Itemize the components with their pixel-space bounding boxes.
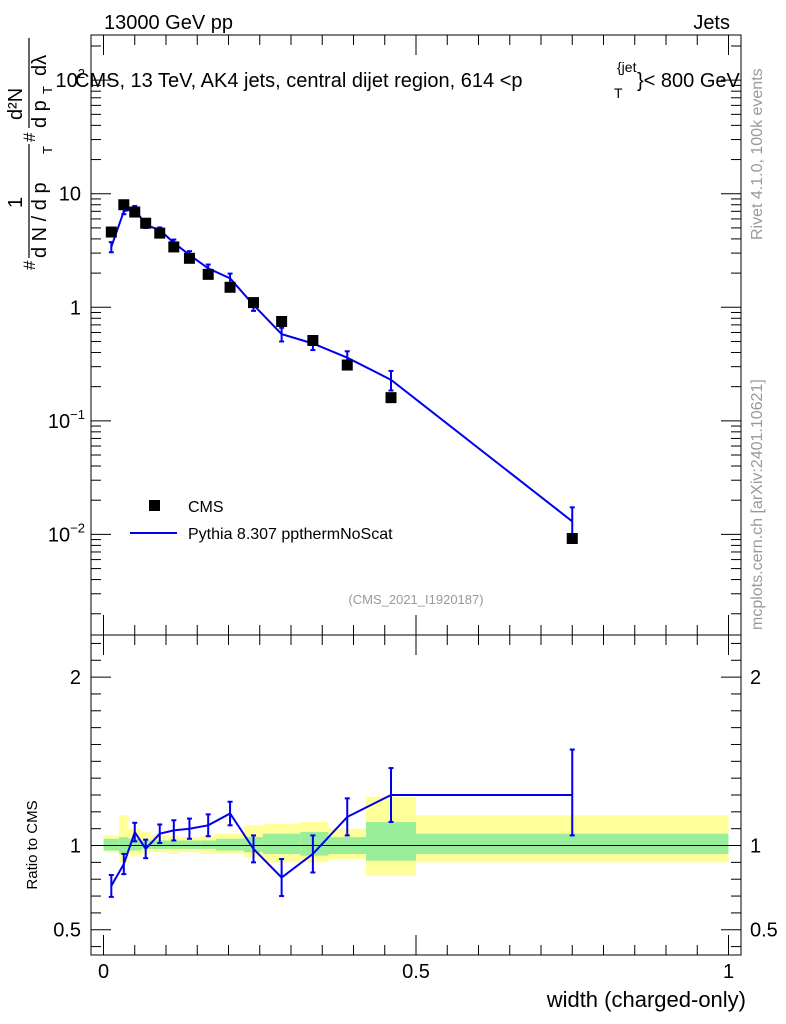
main-y-tick-label: 1 <box>70 297 81 319</box>
x-axis-label: width (charged-only) <box>546 987 746 1012</box>
main-plot-frame <box>90 34 742 636</box>
ratio-inner-band <box>169 840 179 849</box>
main-axes-layer: 102 10 1 10−1 10−2 <box>48 35 741 635</box>
main-series-layer <box>105 199 578 544</box>
ylabel-hash-2: # <box>20 132 39 142</box>
ratio-y-axis-label: Ratio to CMS <box>24 800 41 889</box>
ratio-inner-band <box>103 838 120 851</box>
plot-title-sup: {jet <box>617 59 637 75</box>
plot-title-sub: T <box>614 85 623 101</box>
ratio-inner-band <box>128 838 141 851</box>
cms-data-point <box>341 359 353 371</box>
ratio-inner-band <box>178 840 201 849</box>
main-y-axis-label: # 1 d N / d p T # d²N d p T dλ <box>5 38 55 270</box>
cms-data-point <box>202 268 214 280</box>
ratio-y-tick-label: 2 <box>70 667 81 689</box>
plot-title: CMS, 13 TeV, AK4 jets, central dijet reg… <box>75 59 741 101</box>
cms-data-point <box>248 297 259 309</box>
ratio-y-tick-label: 0.5 <box>53 920 81 942</box>
cms-data-point <box>140 217 152 229</box>
cms-data-point <box>385 392 397 404</box>
ylabel-hash-1: # <box>20 260 39 270</box>
ratio-axes-layer: 0.5 0.5 1 1 2 2 0 0.5 1 <box>53 635 778 983</box>
ratio-inner-band <box>216 838 245 851</box>
ylabel-d2n: d²N <box>5 88 27 120</box>
ylabel-one: 1 <box>5 197 27 208</box>
header-left-label: 13000 GeV pp <box>104 12 233 34</box>
main-y-tick-label: 10−2 <box>48 520 85 546</box>
x-tick-label: 0 <box>98 961 109 983</box>
legend-data-label: CMS <box>188 499 224 516</box>
rivet-version-label: Rivet 4.1.0, 100k events <box>749 68 766 240</box>
cms-data-point <box>168 241 180 253</box>
cms-data-point <box>566 532 578 544</box>
svg-text:CMS, 13 TeV, AK4 jets, central: CMS, 13 TeV, AK4 jets, central dijet reg… <box>75 70 523 92</box>
ylabel-dp: d p <box>29 100 51 128</box>
ylabel-t-sub-2: T <box>40 86 55 94</box>
header-right-label: Jets <box>693 12 730 34</box>
legend-mc-label: Pythia 8.307 ppthermNoScat <box>188 526 393 543</box>
cms-data-point <box>183 252 195 264</box>
cms-data-point <box>307 334 319 346</box>
analysis-watermark: (CMS_2021_I1920187) <box>348 592 483 607</box>
main-y-tick-label: 102 <box>56 66 85 92</box>
plot-title-end: }< 800 GeV <box>637 70 741 92</box>
ratio-inner-band <box>366 821 416 861</box>
ratio-inner-band <box>300 832 329 856</box>
ratio-y-tick-label-right: 0.5 <box>750 920 778 942</box>
ratio-inner-band <box>262 833 301 854</box>
cms-data-point <box>105 226 117 238</box>
ratio-series-layer <box>108 748 575 898</box>
x-tick-label: 0.5 <box>402 961 430 983</box>
cms-data-point <box>118 199 130 211</box>
ylabel-dn-dpt: d N / d p <box>29 182 51 258</box>
cms-data-point <box>154 227 166 239</box>
cms-data-point <box>276 315 288 327</box>
ratio-y-tick-label-right: 2 <box>750 667 761 689</box>
ratio-inner-band <box>416 833 729 854</box>
ratio-inner-band <box>200 840 216 849</box>
mcplots-label: mcplots.cern.ch [arXiv:2401.10621] <box>749 379 766 630</box>
ylabel-t-sub-1: T <box>40 146 55 154</box>
plot-title-main: CMS, 13 TeV, AK4 jets, central dijet reg… <box>75 70 523 92</box>
main-y-tick-label: 10−1 <box>48 407 85 433</box>
main-y-tick-label: 10 <box>59 184 81 206</box>
legend-data-marker <box>149 500 160 511</box>
ratio-y-tick-label-right: 1 <box>750 836 761 858</box>
ylabel-dlambda: dλ <box>29 55 51 76</box>
cms-data-point <box>224 281 236 293</box>
ratio-y-tick-label: 1 <box>70 836 81 858</box>
x-tick-label: 1 <box>723 961 734 983</box>
cms-data-point <box>129 206 141 218</box>
ratio-inner-band <box>150 840 170 849</box>
ratio-band-layer <box>103 796 729 876</box>
legend: CMS Pythia 8.307 ppthermNoScat <box>130 499 393 543</box>
